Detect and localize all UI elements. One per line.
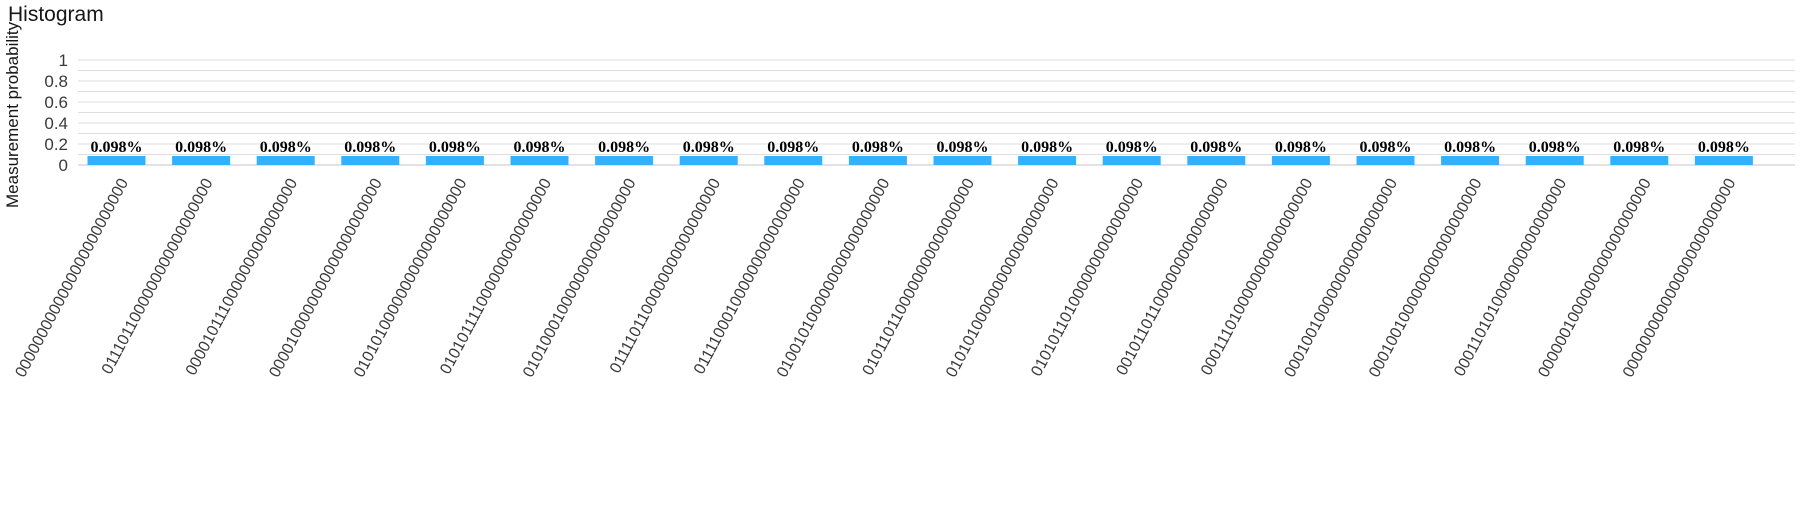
bar (510, 156, 569, 165)
bar-data-label: 0.098% (683, 139, 735, 156)
bar (1694, 156, 1753, 165)
y-tick-label: 0 (59, 156, 68, 175)
bar (595, 156, 654, 165)
bar-data-label: 0.098% (1106, 139, 1158, 156)
bar-data-label: 0.098% (937, 139, 989, 156)
bar (172, 156, 231, 165)
bar (256, 156, 315, 165)
y-tick-label: 0.6 (44, 93, 68, 112)
bar (87, 156, 146, 165)
bar-data-label: 0.098% (1444, 139, 1496, 156)
x-axis-ticks: 0000000000000000000000000011101100000000… (13, 176, 1740, 380)
bar-data-label: 0.098% (91, 139, 143, 156)
bar-data-label: 0.098% (767, 139, 819, 156)
bar (764, 156, 823, 165)
bar-data-label: 0.098% (852, 139, 904, 156)
bar (1271, 156, 1330, 165)
chart-title: Histogram (8, 3, 104, 26)
bar (1525, 156, 1584, 165)
bar (848, 156, 907, 165)
bar (425, 156, 484, 165)
bar-data-label: 0.098% (260, 139, 312, 156)
bar-data-label: 0.098% (1021, 139, 1073, 156)
bar-data-label: 0.098% (1698, 139, 1750, 156)
bar-data-label: 0.098% (1360, 139, 1412, 156)
bar-data-label: 0.098% (344, 139, 396, 156)
bar (1610, 156, 1669, 165)
y-tick-label: 0.4 (44, 114, 68, 133)
bar (341, 156, 400, 165)
bar (933, 156, 992, 165)
bar-data-label: 0.098% (175, 139, 227, 156)
y-tick-label: 0.8 (44, 72, 68, 91)
bar (1187, 156, 1246, 165)
y-tick-label: 0.2 (44, 135, 68, 154)
bar (1018, 156, 1077, 165)
grid-lines (78, 59, 1795, 166)
y-tick-label: 1 (59, 51, 68, 70)
bar-data-labels: 0.098% 0.098% 0.098% 0.098% 0.098% 0.098% 0.09… (91, 139, 1750, 156)
bar (1356, 156, 1415, 165)
y-axis-label: Measurement probability (3, 21, 22, 208)
bar-data-label: 0.098% (1275, 139, 1327, 156)
y-axis-ticks: 0 0.2 0.4 0.6 0.8 1 (44, 51, 68, 175)
bar (679, 156, 738, 165)
bar-data-label: 0.098% (598, 139, 650, 156)
bar-data-label: 0.098% (514, 139, 566, 156)
bar-data-label: 0.098% (1529, 139, 1581, 156)
bar-data-label: 0.098% (429, 139, 481, 156)
bar-data-label: 0.098% (1613, 139, 1665, 156)
bar (1102, 156, 1161, 165)
bar (1441, 156, 1500, 165)
bars (87, 156, 1753, 165)
bar-data-label: 0.098% (1190, 139, 1242, 156)
